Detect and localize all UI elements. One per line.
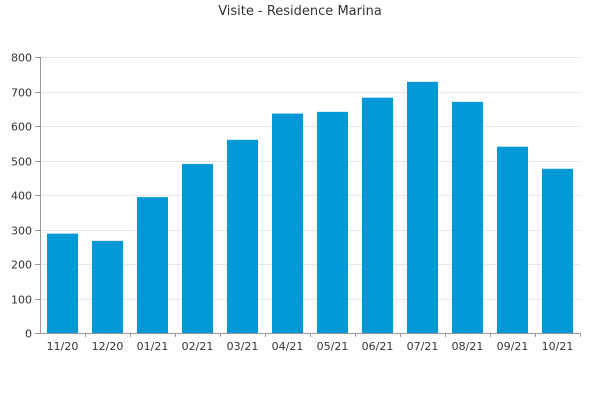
bar bbox=[316, 111, 349, 333]
axes bbox=[35, 57, 581, 337]
y-tick-label: 800 bbox=[11, 52, 32, 65]
x-tick-label: 10/21 bbox=[542, 340, 574, 353]
y-tick-label: 600 bbox=[11, 121, 32, 134]
bar bbox=[451, 101, 484, 333]
y-tick-label: 300 bbox=[11, 225, 32, 238]
tick-labels: 0 100 200 300 400 500 600 700 800 11/20 12/20 01/21… bbox=[11, 52, 573, 354]
bar bbox=[226, 139, 259, 333]
chart-title: Visite - Residence Marina bbox=[218, 4, 382, 19]
y-tick-label: 100 bbox=[11, 294, 32, 307]
y-tick-label: 0 bbox=[25, 328, 32, 341]
bar bbox=[46, 233, 79, 333]
bar bbox=[136, 197, 169, 333]
grid-lines bbox=[40, 57, 580, 300]
bar bbox=[271, 113, 304, 333]
y-tick-label: 200 bbox=[11, 259, 32, 272]
y-tick-label: 500 bbox=[11, 156, 32, 169]
y-tick-label: 400 bbox=[11, 190, 32, 203]
x-tick-label: 11/20 bbox=[47, 340, 79, 353]
x-tick-label: 02/21 bbox=[182, 340, 214, 353]
x-tick-label: 01/21 bbox=[137, 340, 169, 353]
x-tick-label: 05/21 bbox=[317, 340, 349, 353]
bar bbox=[541, 168, 574, 333]
x-tick-label: 06/21 bbox=[362, 340, 394, 353]
bar bbox=[91, 240, 124, 333]
x-tick-label: 03/21 bbox=[227, 340, 259, 353]
x-tick-label: 04/21 bbox=[272, 340, 304, 353]
bar bbox=[361, 97, 394, 334]
bar bbox=[496, 146, 529, 333]
bars bbox=[46, 81, 574, 334]
bar bbox=[406, 81, 439, 333]
x-tick-label: 08/21 bbox=[452, 340, 484, 353]
x-tick-label: 09/21 bbox=[497, 340, 529, 353]
x-tick-label: 07/21 bbox=[407, 340, 439, 353]
x-tick-label: 12/20 bbox=[92, 340, 124, 353]
y-tick-label: 700 bbox=[11, 87, 32, 100]
bar bbox=[181, 163, 214, 333]
